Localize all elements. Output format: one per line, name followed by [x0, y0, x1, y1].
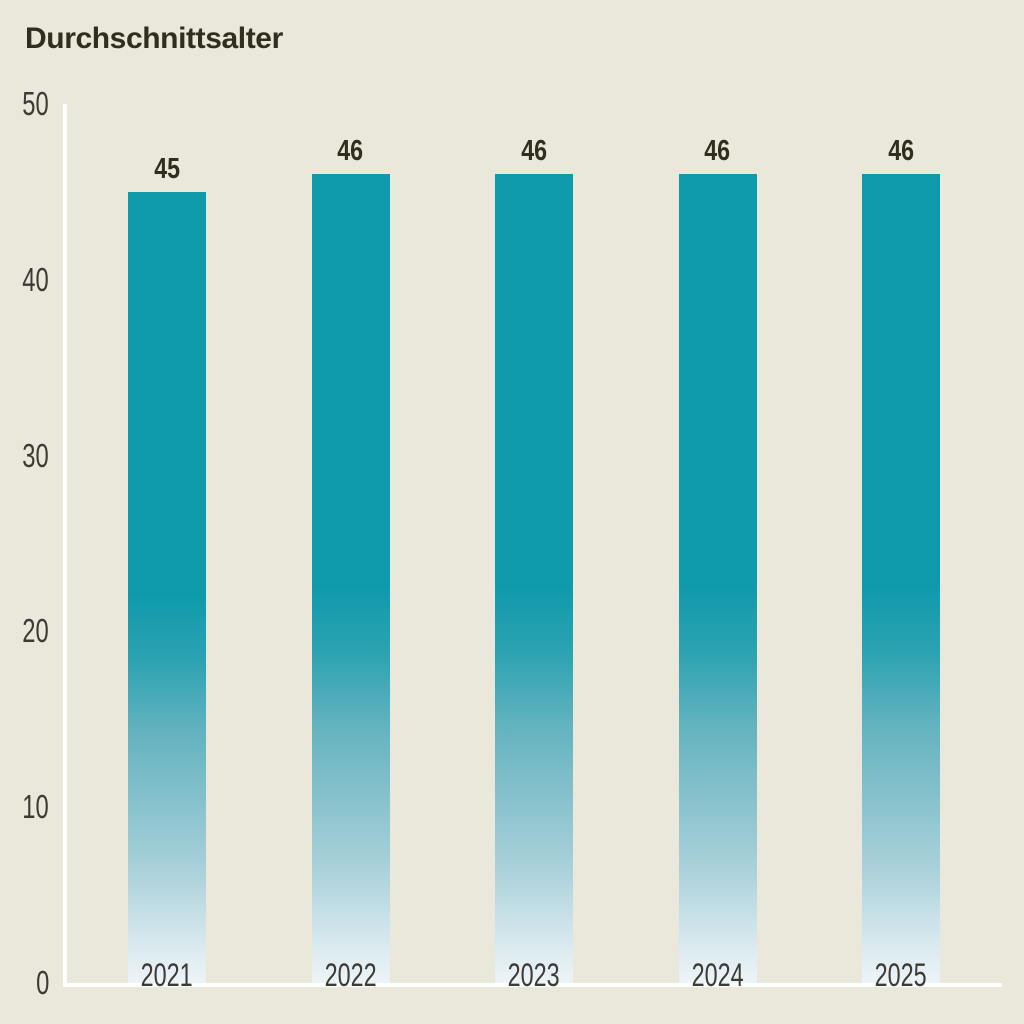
- x-axis-line: [63, 983, 1002, 987]
- y-axis-line: [63, 104, 67, 987]
- bar-2022: [311, 174, 390, 983]
- y-tick-40: 40: [22, 260, 49, 298]
- value-label-2024: 46: [704, 135, 731, 168]
- x-tick-2021: 2021: [141, 957, 193, 993]
- y-tick-0: 0: [35, 964, 49, 1001]
- chart-title: Durchschnittsalter: [25, 22, 283, 55]
- bar-2024: [678, 174, 757, 983]
- y-tick-30: 30: [22, 436, 49, 474]
- y-tick-10: 10: [22, 788, 49, 826]
- value-label-2025: 46: [888, 135, 914, 168]
- bar-2021: [128, 191, 206, 983]
- value-label-2022: 46: [337, 135, 364, 168]
- x-tick-2024: 2024: [691, 957, 744, 993]
- bar-2025: [862, 174, 940, 983]
- x-tick-2022: 2022: [324, 957, 377, 993]
- y-tick-50: 50: [22, 85, 49, 122]
- y-tick-20: 20: [22, 612, 49, 650]
- x-tick-2025: 2025: [875, 957, 927, 993]
- bar-2023: [495, 174, 573, 983]
- value-label-2023: 46: [521, 135, 547, 168]
- x-tick-2023: 2023: [508, 957, 560, 993]
- value-label-2021: 45: [154, 152, 180, 185]
